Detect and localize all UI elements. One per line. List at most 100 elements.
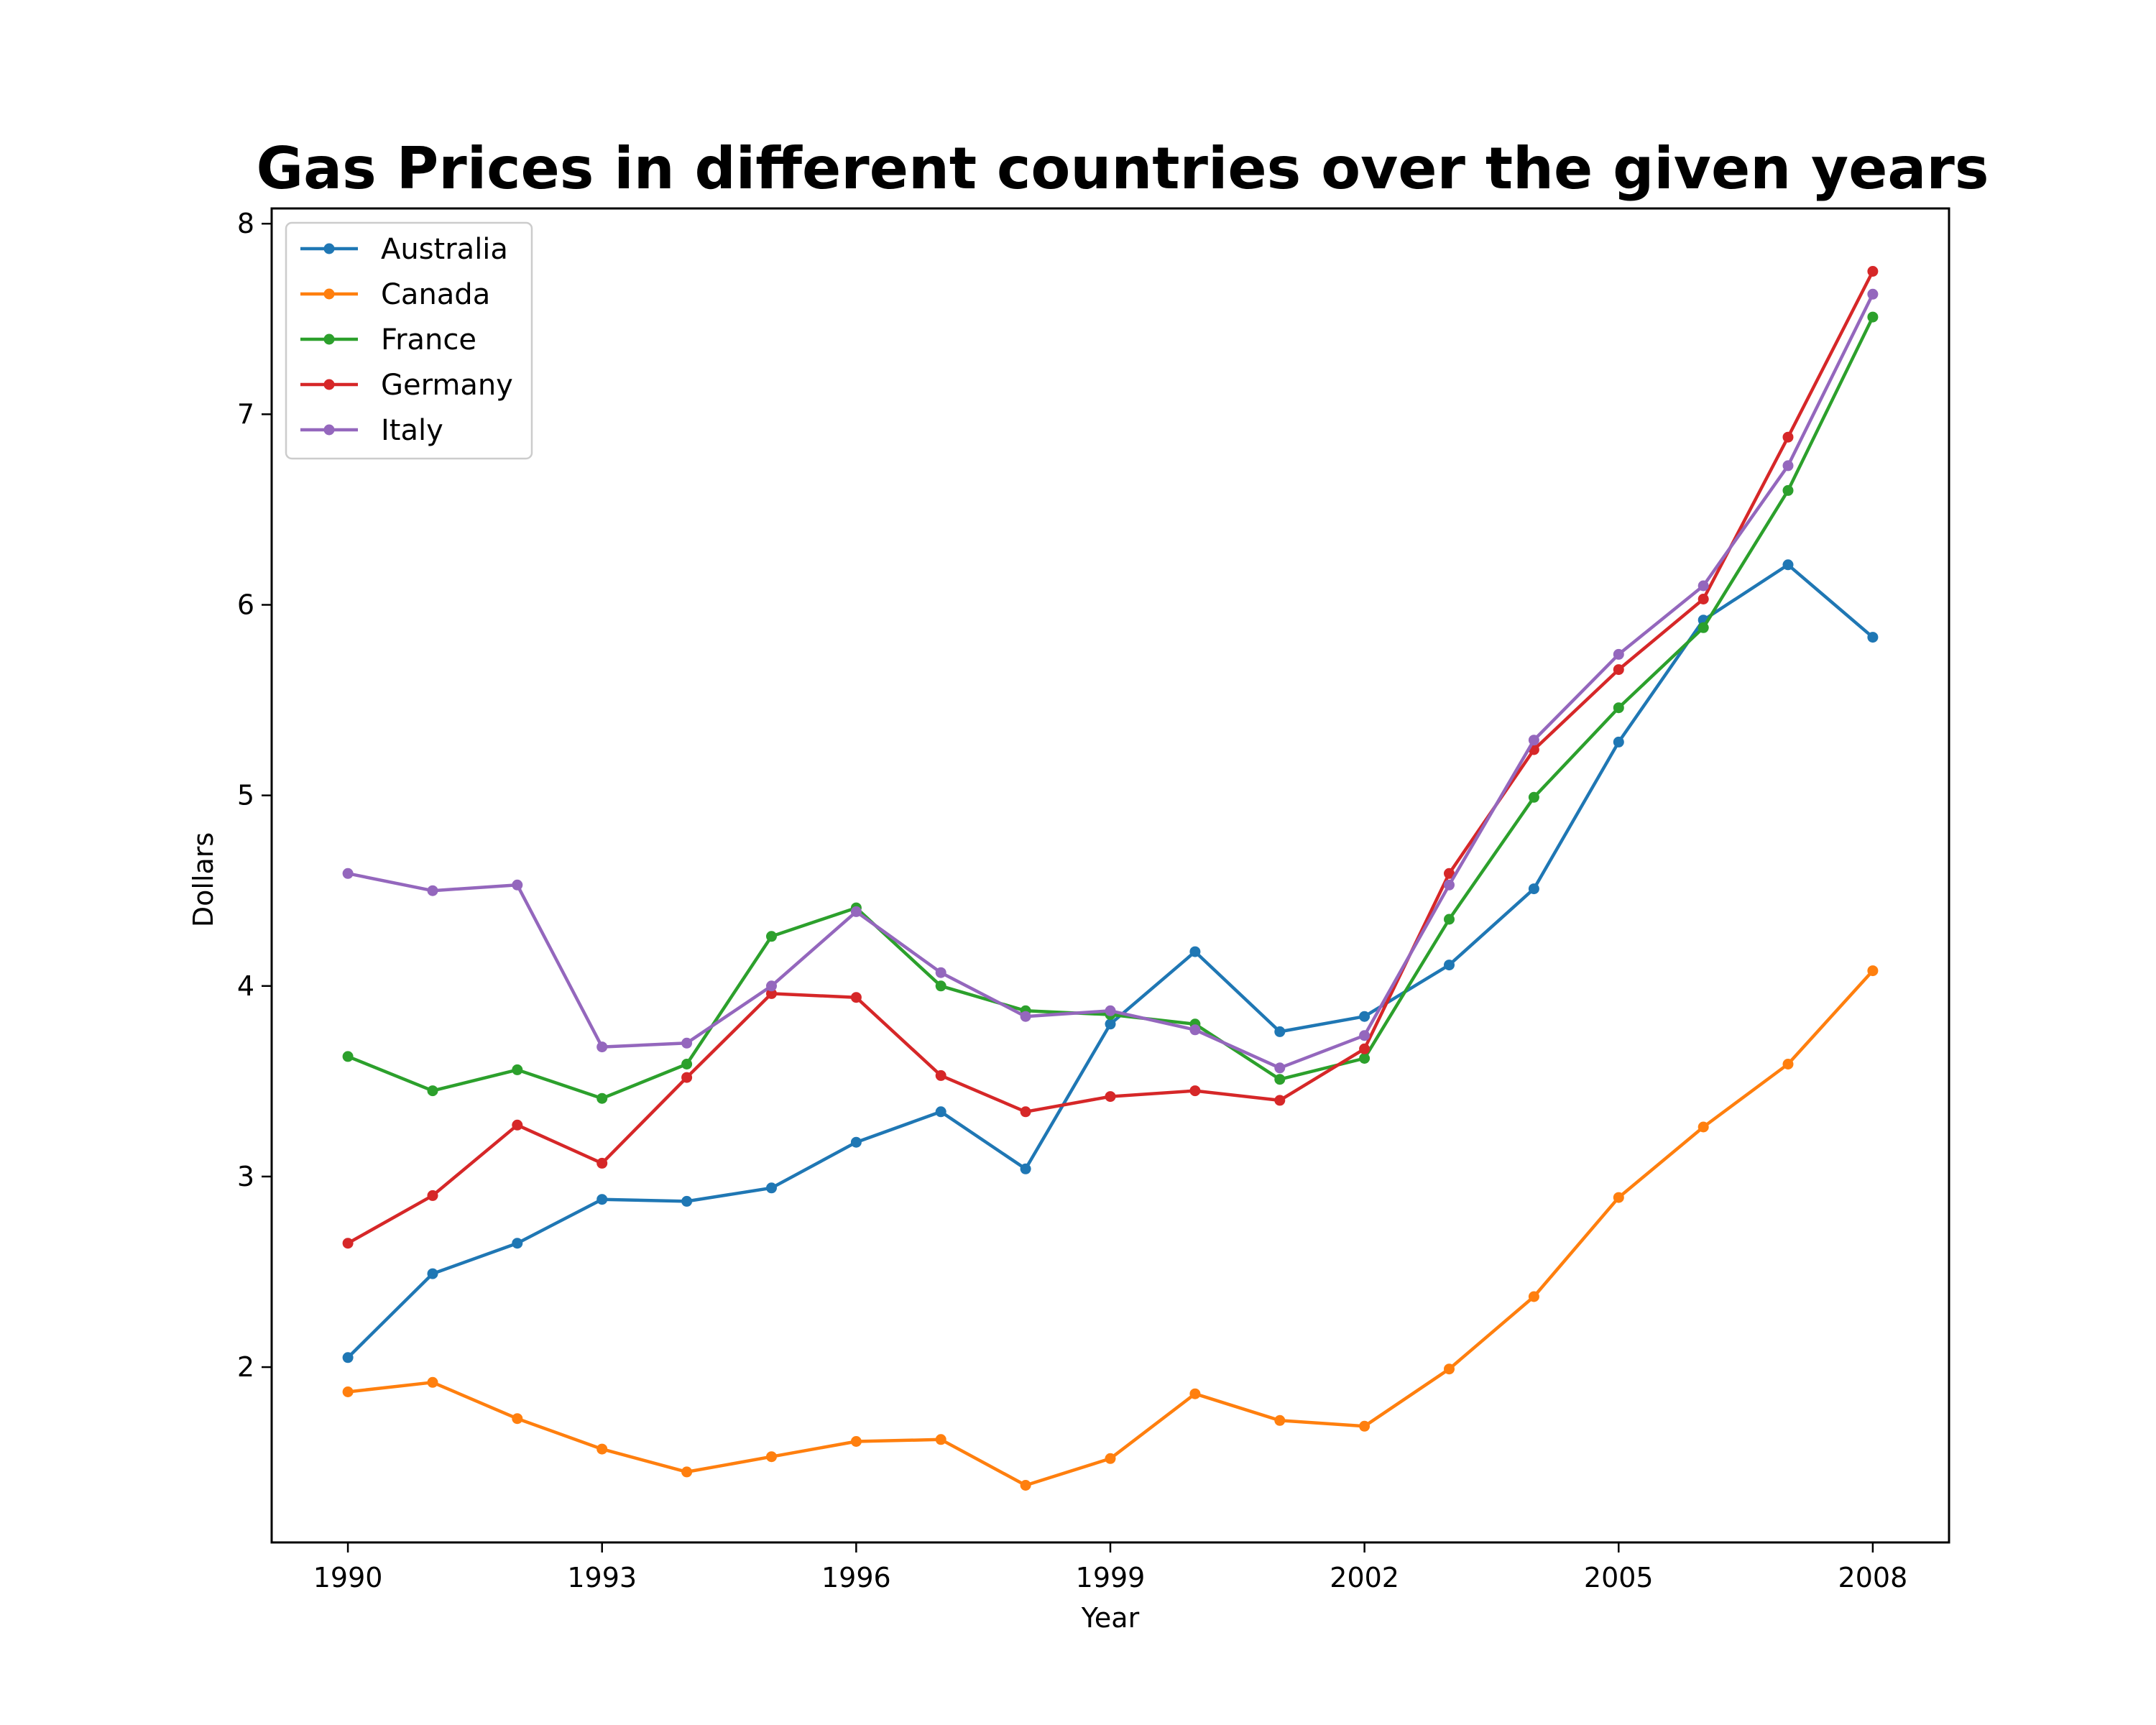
data-point-italy-1996: [850, 906, 862, 917]
data-point-france-1993: [596, 1092, 608, 1104]
data-point-canada-1998: [1020, 1480, 1031, 1491]
data-point-germany-1990: [342, 1238, 354, 1249]
data-point-germany-2001: [1274, 1095, 1286, 1106]
series-germany: [342, 266, 1879, 1249]
legend-item-germany: Germany: [300, 369, 513, 402]
data-point-italy-1997: [935, 967, 946, 978]
data-point-france-2008: [1867, 311, 1879, 323]
data-point-canada-2003: [1444, 1363, 1455, 1375]
data-point-australia-2000: [1189, 946, 1201, 957]
x-tick-label: 2002: [1330, 1562, 1399, 1593]
data-point-germany-1993: [596, 1157, 608, 1169]
data-point-canada-2004: [1528, 1291, 1539, 1302]
y-axis-label: Dollars: [188, 832, 219, 927]
x-tick-label: 2008: [1838, 1562, 1908, 1593]
data-point-italy-2006: [1697, 580, 1709, 592]
data-point-australia-2003: [1444, 960, 1455, 971]
data-point-australia-2004: [1528, 883, 1539, 895]
series-italy: [342, 288, 1879, 1074]
legend-label: Australia: [381, 233, 508, 266]
series-australia: [342, 559, 1879, 1363]
x-tick-label: 1990: [313, 1562, 383, 1593]
x-tick-label: 2005: [1584, 1562, 1654, 1593]
data-point-australia-1992: [512, 1238, 523, 1249]
data-point-germany-1999: [1105, 1091, 1116, 1103]
x-axis-label: Year: [1081, 1602, 1140, 1634]
data-point-germany-1997: [935, 1070, 946, 1081]
legend-item-italy: Italy: [300, 414, 443, 447]
data-point-italy-1994: [681, 1037, 693, 1049]
data-point-italy-2007: [1782, 460, 1794, 472]
data-point-germany-2000: [1189, 1085, 1201, 1097]
data-point-germany-1995: [766, 988, 777, 999]
data-point-france-2005: [1613, 702, 1624, 714]
data-point-italy-1995: [766, 980, 777, 992]
x-tick-label: 1993: [567, 1562, 637, 1593]
data-point-australia-2007: [1782, 559, 1794, 571]
y-tick-label: 8: [237, 208, 254, 239]
x-axis-ticks: 1990 1993 1996 1999 2002 2005 2008: [313, 1542, 1908, 1593]
data-point-canada-1996: [850, 1436, 862, 1447]
data-point-australia-2008: [1867, 632, 1879, 643]
data-point-canada-1995: [766, 1451, 777, 1463]
data-point-australia-2002: [1359, 1011, 1370, 1022]
data-point-italy-1991: [427, 885, 438, 896]
data-point-germany-1992: [512, 1119, 523, 1131]
series-line-canada: [346, 968, 1876, 1487]
data-point-italy-2004: [1528, 735, 1539, 746]
data-point-canada-1991: [427, 1376, 438, 1388]
x-tick-label: 1999: [1076, 1562, 1146, 1593]
series-canada: [342, 965, 1879, 1491]
data-point-france-2004: [1528, 791, 1539, 803]
x-tick-label: 1996: [821, 1562, 891, 1593]
data-point-canada-1994: [681, 1466, 693, 1478]
data-point-france-1995: [766, 931, 777, 942]
data-point-australia-1994: [681, 1195, 693, 1207]
data-point-australia-1990: [342, 1352, 354, 1363]
legend-box: [285, 221, 533, 460]
legend-marker: [323, 243, 335, 254]
legend: Australia Canada France Germany Italy: [285, 221, 533, 460]
data-point-italy-2003: [1444, 879, 1455, 891]
legend-label: Italy: [381, 414, 443, 447]
data-point-australia-2005: [1613, 736, 1624, 748]
y-tick-label: 2: [237, 1351, 254, 1383]
data-point-australia-1997: [935, 1106, 946, 1118]
chart-title: Gas Prices in different countries over t…: [257, 135, 1989, 202]
legend-label: Germany: [381, 369, 513, 402]
data-point-canada-2002: [1359, 1420, 1370, 1432]
data-point-canada-1992: [512, 1413, 523, 1425]
data-point-france-1997: [935, 980, 946, 992]
data-point-canada-2000: [1189, 1388, 1201, 1399]
data-point-germany-2006: [1697, 594, 1709, 604]
data-point-canada-2005: [1613, 1192, 1624, 1203]
data-point-france-2003: [1444, 914, 1455, 925]
data-point-canada-1999: [1105, 1453, 1116, 1464]
data-point-italy-1999: [1105, 1005, 1116, 1016]
data-point-italy-2002: [1359, 1030, 1370, 1041]
y-axis-ticks: 2 3 4 5 6 7 8: [237, 208, 272, 1383]
legend-label: France: [381, 323, 476, 356]
data-point-canada-2008: [1867, 965, 1879, 977]
y-tick-label: 7: [237, 398, 254, 430]
series-france: [342, 311, 1879, 1104]
data-point-canada-1990: [342, 1386, 354, 1397]
series-line-italy: [346, 292, 1875, 1070]
data-point-germany-2008: [1867, 266, 1879, 277]
data-point-australia-1999: [1105, 1018, 1116, 1030]
legend-label: Canada: [381, 278, 490, 311]
data-point-germany-1996: [850, 992, 862, 1003]
data-point-germany-1998: [1020, 1106, 1031, 1118]
data-point-australia-1996: [850, 1136, 862, 1148]
data-point-italy-2001: [1274, 1062, 1286, 1074]
data-point-canada-2007: [1782, 1059, 1794, 1070]
data-point-italy-2008: [1867, 288, 1879, 300]
legend-item-australia: Australia: [300, 233, 508, 266]
data-point-italy-2000: [1189, 1024, 1201, 1036]
legend-marker: [323, 424, 335, 436]
legend-marker: [323, 334, 335, 345]
data-point-australia-2001: [1274, 1026, 1286, 1037]
data-point-germany-2005: [1613, 664, 1624, 676]
data-point-canada-1993: [596, 1443, 608, 1455]
